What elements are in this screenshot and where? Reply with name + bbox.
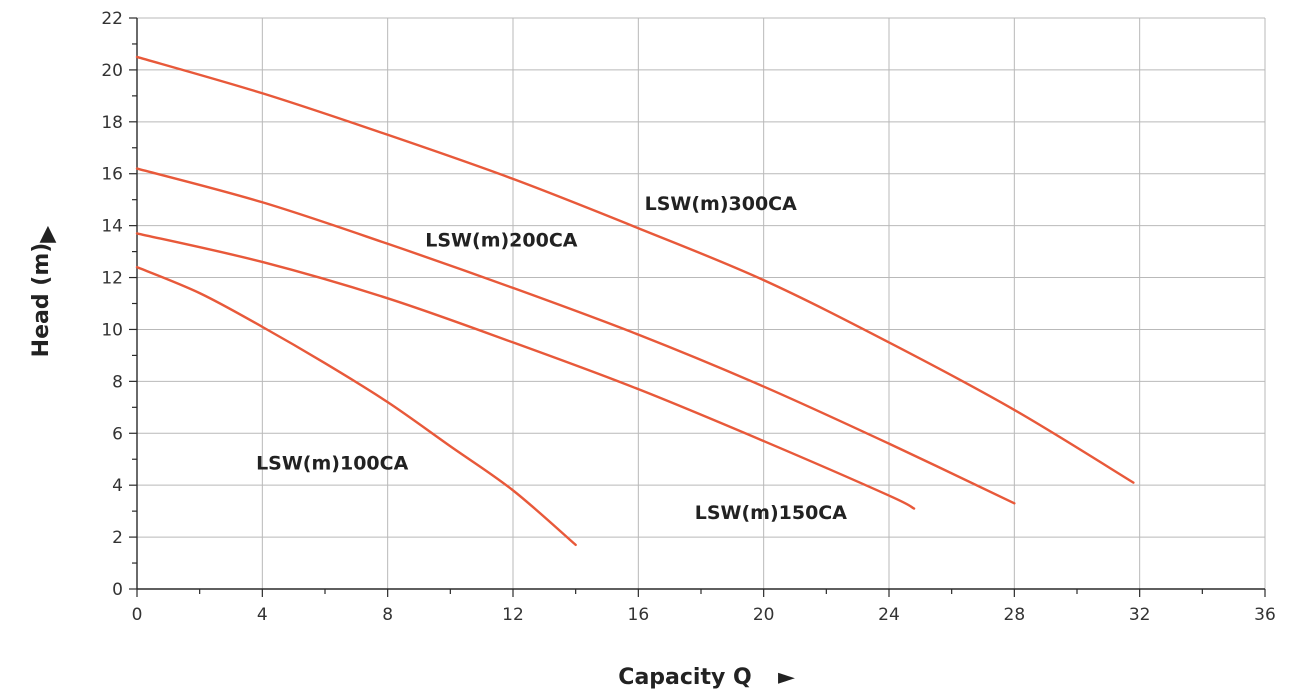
y-tick-label-9: 18 bbox=[101, 113, 123, 133]
x-tick-label-5: 20 bbox=[753, 605, 775, 625]
series-line-lsw-m-100ca bbox=[135, 265, 577, 547]
x-tick-label-6: 24 bbox=[878, 605, 900, 625]
y-tick-label-1: 2 bbox=[112, 528, 123, 548]
x-tick-label-8: 32 bbox=[1129, 605, 1151, 625]
x-tick-label-7: 28 bbox=[1004, 605, 1026, 625]
series-label-layer: LSW(m)100CA LSW(m)150CA LSW(m)200CA LSW(m)3… bbox=[256, 193, 847, 524]
y-tick-label-11: 22 bbox=[101, 9, 123, 29]
y-tick-label-0: 0 bbox=[112, 580, 123, 600]
y-axis-title: Head (m) bbox=[29, 243, 54, 358]
y-tick-label-7: 14 bbox=[101, 217, 123, 237]
y-tick-label-5: 10 bbox=[101, 320, 123, 340]
grid-layer bbox=[137, 17, 1266, 589]
series-line-lsw-m-300ca bbox=[135, 55, 1135, 484]
y-tick-label-6: 12 bbox=[101, 269, 123, 289]
y-tick-label-10: 20 bbox=[101, 61, 123, 81]
x-axis-arrow-icon: ► bbox=[778, 665, 795, 690]
y-axis-arrow-icon: ▲ bbox=[40, 221, 57, 246]
series-layer bbox=[135, 55, 1135, 547]
series-line-lsw-m-200ca bbox=[135, 167, 1016, 505]
y-tick-label-2: 4 bbox=[112, 476, 123, 496]
y-tick-label-4: 8 bbox=[112, 372, 123, 392]
series-label-lsw-m-300ca: LSW(m)300CA bbox=[645, 193, 798, 215]
x-tick-label-4: 16 bbox=[628, 605, 650, 625]
x-tick-label-2: 8 bbox=[382, 605, 393, 625]
x-axis-title: Capacity Q bbox=[618, 665, 751, 690]
x-tick-label-0: 0 bbox=[132, 605, 143, 625]
x-tick-label-3: 12 bbox=[502, 605, 524, 625]
series-line-lsw-m-150ca bbox=[135, 232, 916, 510]
series-label-lsw-m-200ca: LSW(m)200CA bbox=[425, 229, 578, 251]
series-label-lsw-m-100ca: LSW(m)100CA bbox=[256, 453, 409, 475]
y-tick-label-3: 6 bbox=[112, 424, 123, 444]
series-label-lsw-m-150ca: LSW(m)150CA bbox=[695, 502, 848, 524]
x-tick-label-1: 4 bbox=[257, 605, 268, 625]
y-tick-label-8: 16 bbox=[101, 165, 123, 185]
x-tick-label-9: 36 bbox=[1254, 605, 1276, 625]
